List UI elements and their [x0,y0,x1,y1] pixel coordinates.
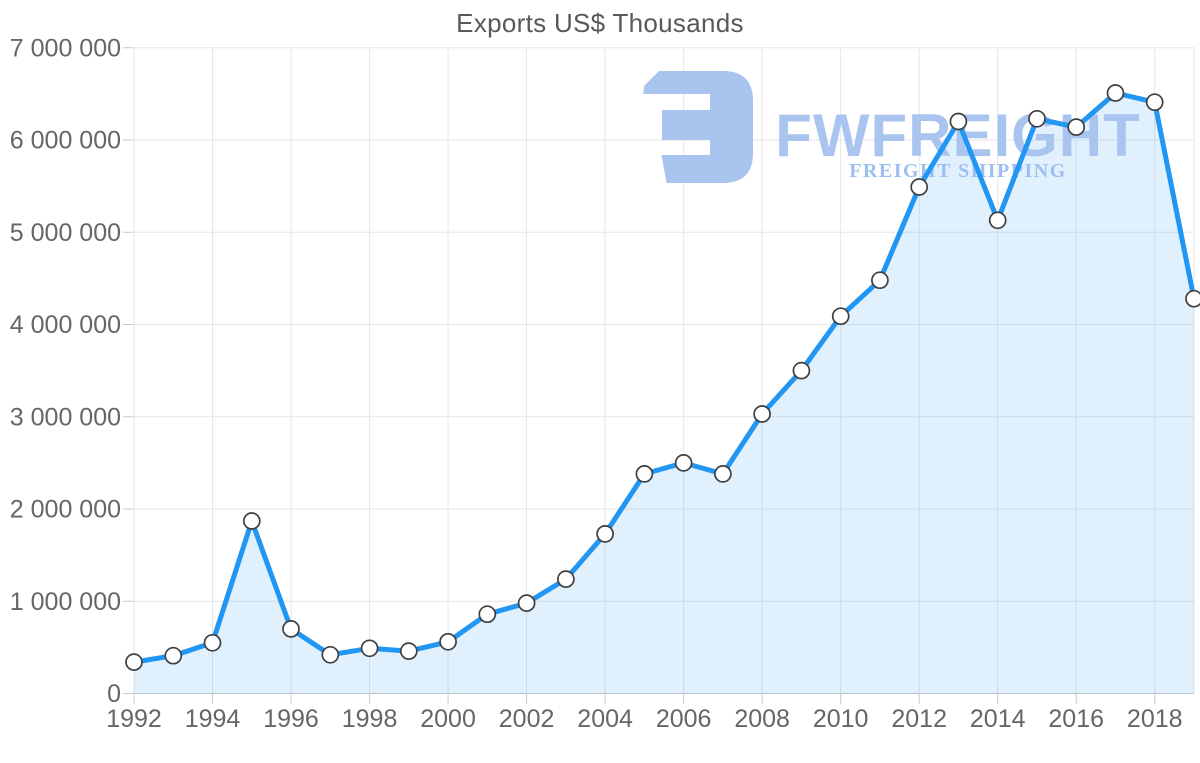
y-axis-label: 6 000 000 [10,127,121,155]
y-axis-label: 7 000 000 [10,34,121,62]
data-point-marker [910,178,929,196]
watermark-wordmark: FWFREIGHT [775,102,1141,169]
data-point-marker [282,620,300,638]
x-axis-label: 2018 [1127,705,1183,733]
data-point-marker [635,465,654,483]
y-axis-label: 0 [107,680,121,708]
series-area [134,93,1194,694]
data-point-marker [1185,289,1200,308]
data-point-marker [988,211,1007,230]
data-point-marker [321,645,340,664]
data-point-marker [478,605,497,624]
x-axis-label: 2010 [813,705,869,733]
data-point-marker [517,594,536,612]
chart-title: Exports US$ Thousands [456,8,744,38]
data-point-marker [125,653,143,671]
data-point-marker [164,646,183,665]
x-axis-label: 1998 [342,705,398,733]
y-axis-label: 3 000 000 [10,403,121,431]
y-axis-label: 5 000 000 [10,219,121,247]
x-axis-label: 2002 [499,705,555,733]
data-point-marker [557,570,575,588]
x-axis-label: 2004 [577,705,633,733]
fwfreight-logo [643,71,753,183]
x-axis-label: 1992 [106,705,162,733]
x-axis-label: 2008 [734,705,790,733]
x-axis-label: 2000 [420,705,476,733]
series-line [131,90,1197,665]
x-axis-label: 2012 [891,705,947,733]
x-axis-label: 2014 [970,705,1026,733]
data-point-marker [753,405,771,423]
data-point-marker [439,632,457,651]
data-point-marker [949,112,968,131]
data-point-marker [1106,84,1125,102]
y-axis-label: 2 000 000 [10,496,121,524]
data-point-marker [1145,93,1164,112]
y-axis-label: 4 000 000 [10,311,121,339]
data-point-marker [242,512,261,530]
data-point-marker [1028,109,1046,128]
data-point-marker [360,639,379,658]
watermark-tagline: FREIGHT SHIPPING [849,160,1067,182]
data-point-marker [203,633,222,652]
x-axis-label: 2016 [1048,705,1104,733]
data-point-marker [831,307,850,326]
data-point-marker [1067,118,1086,136]
data-point-marker [596,525,614,543]
data-point-marker [674,454,693,472]
data-point-marker [871,271,889,290]
x-axis-label: 1996 [263,705,319,733]
y-axis-label: 1 000 000 [10,588,121,616]
data-point-marker [714,465,732,483]
data-point-marker [399,642,418,660]
x-axis-label: 2006 [656,705,712,733]
data-point-marker [792,361,811,380]
x-axis-label: 1994 [185,705,241,733]
